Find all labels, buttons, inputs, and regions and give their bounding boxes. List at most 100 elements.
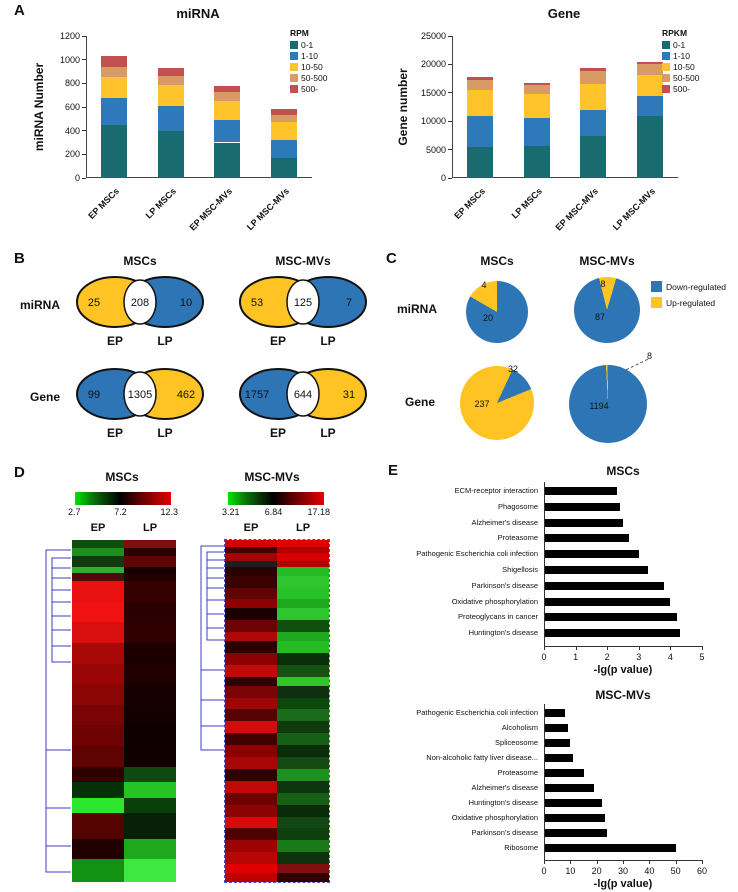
bar-segment xyxy=(101,56,128,67)
heatmap-cell xyxy=(277,733,329,746)
heatmap-cell xyxy=(72,725,124,747)
venn-right-tag: LP xyxy=(320,426,335,440)
pathway-bar xyxy=(544,814,605,822)
heatmap-cell xyxy=(124,797,176,814)
legend-item: 1-10 xyxy=(662,51,699,61)
heatmap-cell xyxy=(277,608,329,621)
y-tick-label: 600 xyxy=(64,102,80,112)
heatmap-band xyxy=(225,852,329,865)
pathway-label: Ribosome xyxy=(504,843,538,852)
pie-chart xyxy=(466,281,528,343)
heatmap-band xyxy=(72,572,176,582)
heatmap-cell xyxy=(225,664,277,677)
pie-value-label: 4 xyxy=(481,280,487,290)
heatmap-column-label: EP xyxy=(90,522,106,534)
y-tick-label: 10000 xyxy=(420,116,446,127)
heatmap-scale-value: 7.2 xyxy=(114,507,127,517)
heatmap-cell xyxy=(277,566,329,576)
legend-label: Up-regulated xyxy=(666,297,716,308)
pathway-label: Huntington's disease xyxy=(468,628,538,638)
bar-segment xyxy=(580,68,607,72)
bar-segment xyxy=(214,85,241,93)
x-tick-label: 5 xyxy=(699,652,705,662)
heatmap-cell xyxy=(225,697,277,710)
y-axis-line xyxy=(544,482,545,646)
venn-column-title: MSCs xyxy=(123,254,157,268)
legend-label: 10-50 xyxy=(301,62,323,72)
pie-legend: Down-regulated Up-regulated xyxy=(651,280,726,308)
x-tick-label: 2 xyxy=(604,652,610,662)
chart-title: MSC-MVs xyxy=(595,688,651,702)
heatmap-band xyxy=(225,709,329,722)
venn-left-tag: EP xyxy=(107,334,123,348)
heatmap-cell xyxy=(277,676,329,686)
legend-swatch xyxy=(662,85,670,93)
legend-swatch xyxy=(651,297,662,308)
bar-segment xyxy=(214,142,241,178)
pathway-bar xyxy=(544,597,671,606)
heatmap-cell xyxy=(225,757,277,769)
pathway-label: ECM-receptor interaction xyxy=(454,486,538,495)
heatmap-cell xyxy=(124,548,176,557)
heatmap-band xyxy=(225,685,329,698)
heatmap-cell xyxy=(277,560,329,567)
heatmap-panel: MSCs 2.7 7.2 12.3 EP LP MSC-MVs 3.21 6.84 17.18 EP… xyxy=(10,466,382,890)
legend-item: Down-regulated xyxy=(651,281,726,292)
heatmap-cell xyxy=(225,575,277,588)
pathway-bar xyxy=(544,754,573,762)
bar-segment xyxy=(467,80,494,90)
legend-title: RPKM xyxy=(662,28,688,38)
y-tick-mark xyxy=(448,35,452,37)
bar-segment xyxy=(157,75,184,85)
heatmap-band xyxy=(225,816,329,829)
heatmap-band xyxy=(225,733,329,746)
heatmap-band xyxy=(225,721,329,734)
heatmap-band xyxy=(225,697,329,710)
pathway-label: Alzheimer's disease xyxy=(471,517,538,527)
heatmap-band xyxy=(225,676,329,686)
x-tick-mark xyxy=(596,860,598,864)
heatmap-band xyxy=(72,548,176,557)
x-tick-mark xyxy=(649,860,651,864)
heatmap-cell xyxy=(225,721,277,734)
heatmap-column-label: LP xyxy=(295,522,311,534)
legend-swatch xyxy=(662,41,670,49)
heatmap-cell xyxy=(277,864,329,873)
gene-expression-bar-chart: Gene Gene number 0 5000 10000 15000 20000 25000… xyxy=(388,6,734,250)
venn-right-tag: LP xyxy=(320,334,335,348)
legend-item: 50-500 xyxy=(662,73,699,83)
venn-right-count: 462 xyxy=(177,389,195,401)
x-tick-label: 60 xyxy=(696,866,707,876)
y-tick-label: 15000 xyxy=(420,87,446,98)
heatmap-cell xyxy=(225,540,277,548)
dendrogram-lines xyxy=(200,545,224,751)
heatmap-cell xyxy=(277,792,329,805)
heatmap-cell xyxy=(277,664,329,677)
legend-swatch xyxy=(290,41,298,49)
heatmap-scale-value: 6.84 xyxy=(264,507,283,517)
pie-callout-label: 8 xyxy=(647,351,653,361)
heatmap-cell xyxy=(72,601,124,623)
legend-title: RPM xyxy=(290,28,309,38)
heatmap-band xyxy=(225,872,329,882)
pie-value-label: 1194 xyxy=(589,401,609,411)
heatmap-cell xyxy=(277,828,329,841)
x-tick-label: EP MSCs xyxy=(452,186,488,221)
heatmap-cell xyxy=(225,587,277,600)
pathway-bar xyxy=(544,739,571,747)
x-tick-mark xyxy=(638,646,640,650)
y-tick-mark xyxy=(82,82,86,84)
venn-diagram-panel: MSCs MSC-MVs miRNA 25 208 10 EP LP 53 125 7 EP LP Gen… xyxy=(10,252,382,460)
legend-label: 0-1 xyxy=(301,40,314,50)
bar-segment xyxy=(636,74,663,96)
y-tick-mark xyxy=(82,106,86,108)
x-tick-mark xyxy=(702,860,703,864)
bar-segment xyxy=(270,108,297,116)
venn-overlap-region xyxy=(286,371,320,417)
bar-segment xyxy=(101,97,128,125)
x-tick-label: 0 xyxy=(541,652,547,662)
heatmap-cell xyxy=(124,859,176,883)
pathway-label: Oxidative phosphorylation xyxy=(451,596,538,606)
heatmap-cell xyxy=(225,560,277,567)
legend-label: 500- xyxy=(301,84,319,94)
